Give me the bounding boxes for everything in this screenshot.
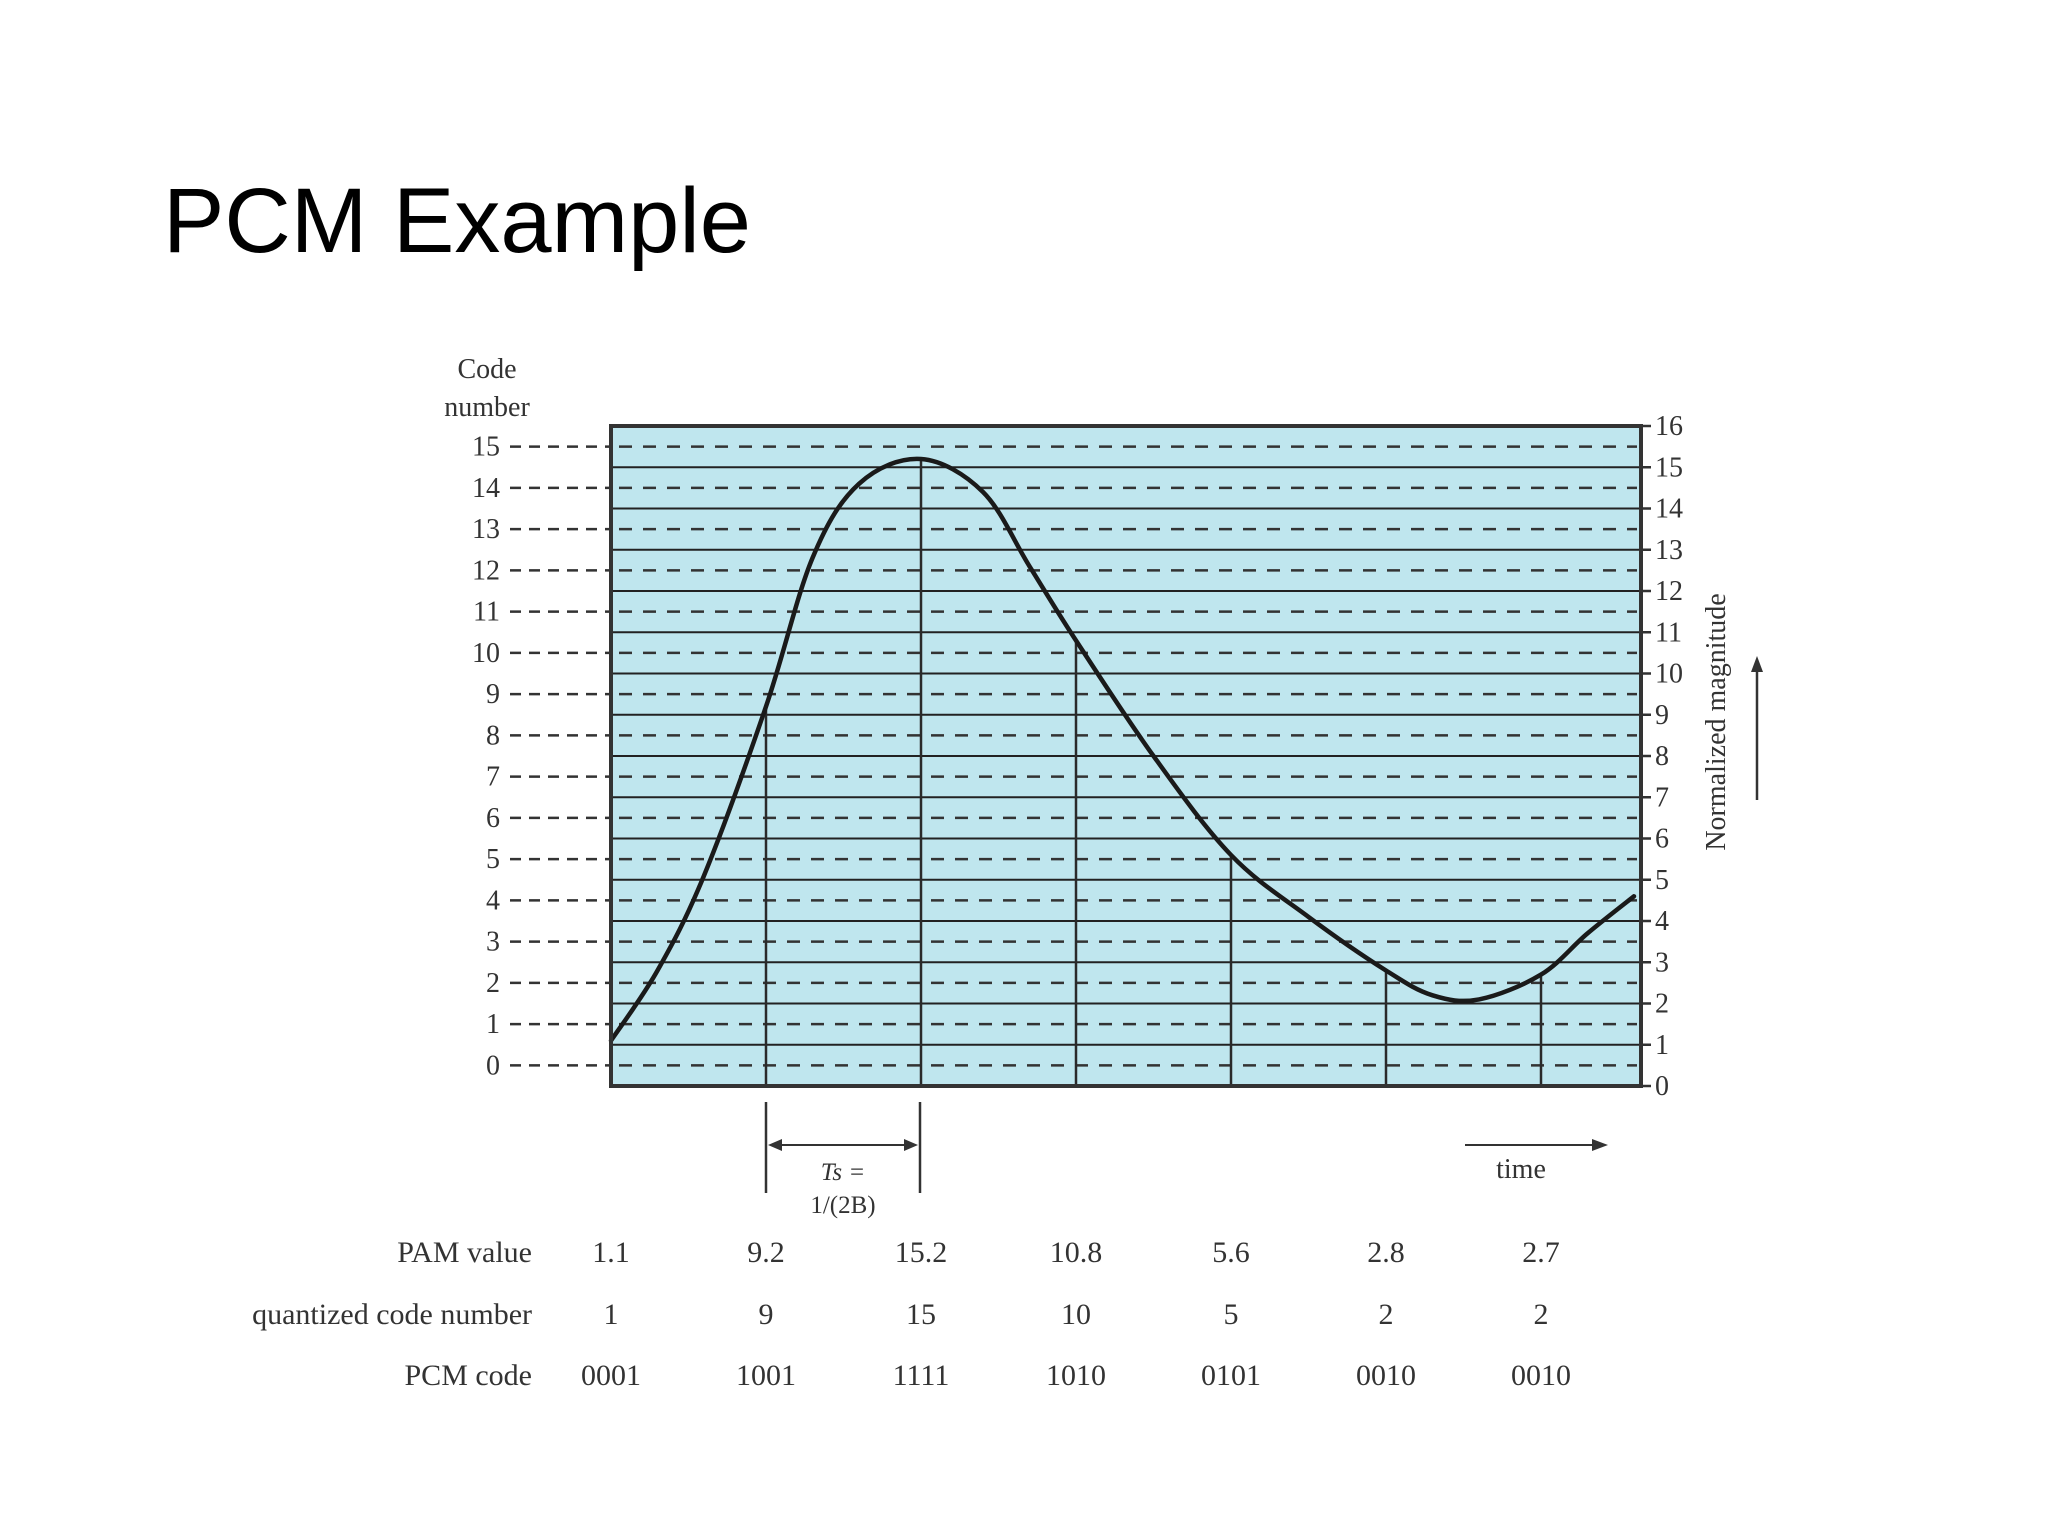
code-tick-label: 5 — [486, 844, 500, 875]
left-axis-title-line1: Code — [457, 354, 516, 385]
magnitude-tick-label: 11 — [1655, 617, 1682, 648]
code-tick-label: 8 — [486, 720, 500, 751]
table-cell: 0010 — [1356, 1359, 1416, 1392]
table-cell: 2 — [1379, 1298, 1394, 1331]
magnitude-tick-label: 13 — [1655, 535, 1683, 566]
code-tick-label: 10 — [472, 638, 500, 669]
table-cell: 10.8 — [1050, 1236, 1103, 1269]
table-cell: 1.1 — [592, 1236, 630, 1269]
table-cell: 1 — [604, 1298, 619, 1331]
table-row-label: quantized code number — [252, 1298, 532, 1331]
magnitude-tick-label: 10 — [1655, 659, 1683, 690]
magnitude-tick-label: 8 — [1655, 741, 1669, 772]
slide-title: PCM Example — [163, 170, 751, 272]
table-cell: 0001 — [581, 1359, 641, 1392]
table-cell: 2.8 — [1367, 1236, 1405, 1269]
code-tick-label: 9 — [486, 679, 500, 710]
ts-label-line2: 1/(2B) — [810, 1192, 875, 1219]
code-tick-label: 4 — [486, 885, 500, 916]
magnitude-tick-label: 14 — [1655, 494, 1683, 525]
table-cell: 5.6 — [1212, 1236, 1250, 1269]
right-axis-title: Normalized magnitude — [1701, 593, 1732, 850]
table-cell: 1010 — [1046, 1359, 1106, 1392]
magnitude-tick-label: 3 — [1655, 947, 1669, 978]
table-cell: 10 — [1061, 1298, 1091, 1331]
magnitude-tick-label: 6 — [1655, 824, 1669, 855]
table-cell: 15 — [906, 1298, 936, 1331]
code-tick-label: 12 — [472, 555, 500, 586]
code-tick-label: 3 — [486, 927, 500, 958]
table-cell: 15.2 — [895, 1236, 948, 1269]
pcm-table: PAM value 1.1 9.2 15.2 10.8 5.6 2.8 2.7 quantize… — [252, 1236, 1571, 1392]
table-cell: 1111 — [893, 1359, 950, 1392]
code-tick-label: 6 — [486, 803, 500, 834]
code-tick-label: 13 — [472, 514, 500, 545]
table-row-label: PAM value — [397, 1236, 532, 1269]
table-cell: 9 — [759, 1298, 774, 1331]
table-cell: 9.2 — [747, 1236, 785, 1269]
magnitude-tick-label: 1 — [1655, 1030, 1669, 1061]
time-arrow — [1465, 1139, 1608, 1151]
magnitude-tick-label: 0 — [1655, 1071, 1669, 1102]
magnitude-tick-label: 5 — [1655, 865, 1669, 896]
code-tick-label: 1 — [486, 1009, 500, 1040]
time-label: time — [1496, 1154, 1546, 1185]
ts-label-line1: Ts = — [821, 1159, 865, 1186]
magnitude-tick-label: 15 — [1655, 452, 1683, 483]
table-cell: 0101 — [1201, 1359, 1261, 1392]
signal-curve — [608, 456, 1637, 1043]
table-cell: 2 — [1534, 1298, 1549, 1331]
code-tick-label: 0 — [486, 1050, 500, 1081]
table-cell: 0010 — [1511, 1359, 1571, 1392]
table-row-label: PCM code — [405, 1359, 533, 1392]
magnitude-tick-label: 7 — [1655, 782, 1669, 813]
magnitude-tick-label: 12 — [1655, 576, 1683, 607]
magnitude-tick-label: 16 — [1655, 411, 1683, 442]
magnitude-tick-label: 4 — [1655, 906, 1669, 937]
code-tick-label: 2 — [486, 968, 500, 999]
magnitude-tick-label: 9 — [1655, 700, 1669, 731]
magnitude-tick-label: 2 — [1655, 989, 1669, 1020]
table-cell: 2.7 — [1522, 1236, 1560, 1269]
table-cell: 5 — [1224, 1298, 1239, 1331]
table-cell: 1001 — [736, 1359, 796, 1392]
magnitude-arrow — [1751, 656, 1763, 800]
code-tick-label: 15 — [472, 432, 500, 463]
code-tick-label: 7 — [486, 762, 500, 793]
code-tick-label: 11 — [473, 597, 500, 628]
code-tick-label: 14 — [472, 473, 500, 504]
ts-marker — [764, 1102, 922, 1193]
left-axis-title-line2: number — [444, 392, 530, 423]
